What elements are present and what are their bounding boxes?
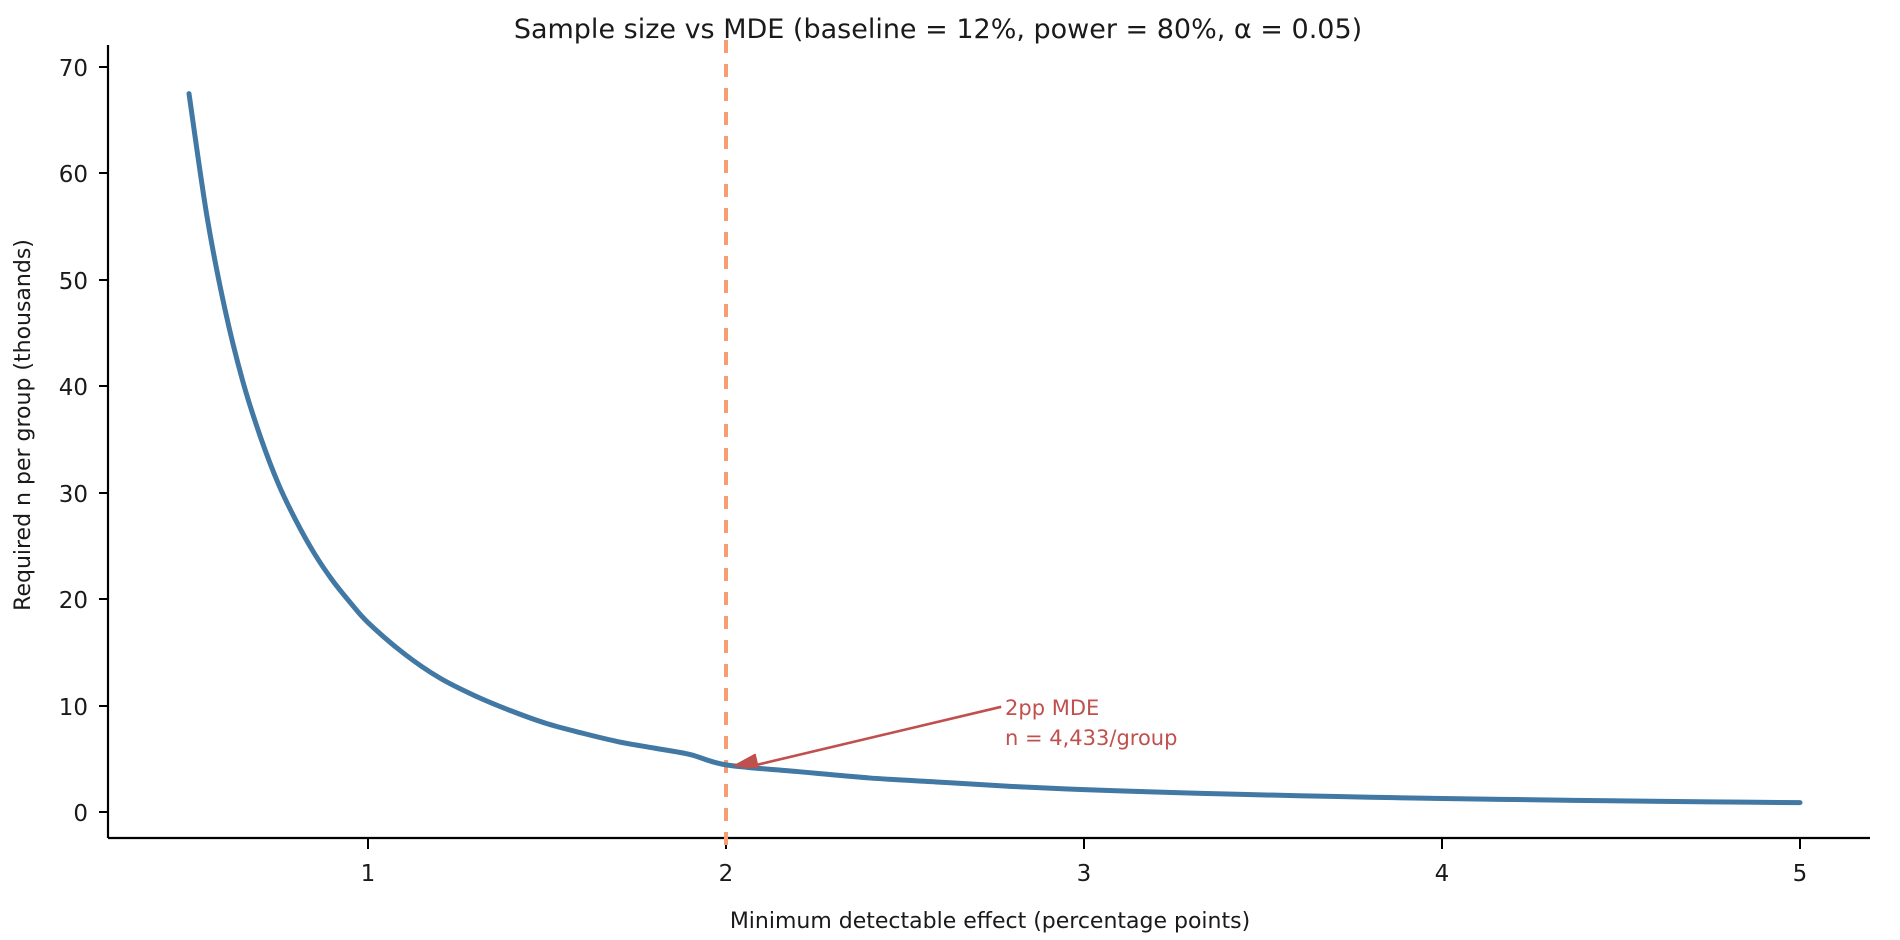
x-tick-label-3: 3	[1077, 861, 1092, 887]
x-tick-label-2: 2	[719, 861, 734, 887]
y-tick-label-60: 60	[59, 162, 88, 188]
required-n-curve	[186, 91, 1803, 806]
x-tick-label-1: 1	[361, 861, 376, 887]
y-axis-ticks	[99, 66, 108, 813]
y-tick-label-40: 40	[59, 375, 88, 401]
page-title: Sample size vs MDE (baseline = 12%, powe…	[514, 14, 1362, 45]
annotation-line-2: n = 4,433/group	[1005, 726, 1177, 750]
y-tick-label-30: 30	[59, 482, 88, 508]
y-tick-label-20: 20	[59, 588, 88, 614]
mde-annotation-arrow	[733, 705, 1002, 770]
x-tick-label-4: 4	[1435, 861, 1450, 887]
y-tick-label-50: 50	[59, 269, 88, 295]
x-axis-title: Minimum detectable effect (percentage po…	[730, 909, 1250, 934]
y-axis-title: Required n per group (thousands)	[11, 239, 36, 611]
y-tick-label-0: 0	[73, 801, 88, 827]
x-tick-label-5: 5	[1793, 861, 1808, 887]
annotation-line-1: 2pp MDE	[1005, 696, 1099, 720]
x-axis-ticks	[367, 838, 1801, 849]
y-tick-label-10: 10	[59, 695, 88, 721]
y-tick-label-70: 70	[59, 56, 88, 82]
